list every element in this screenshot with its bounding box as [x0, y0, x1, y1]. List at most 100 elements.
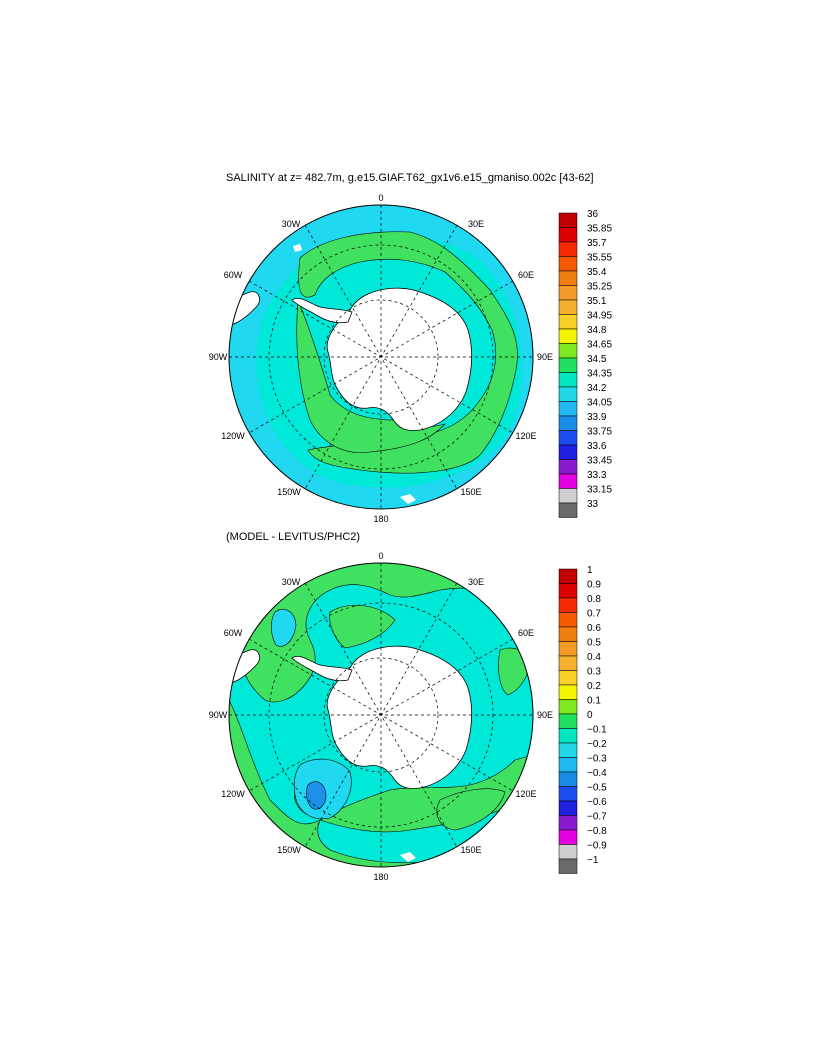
longitude-label: 30W [282, 219, 301, 229]
colorbar-swatch [558, 401, 578, 417]
colorbar-swatch [558, 256, 578, 272]
colorbar-swatch [558, 655, 578, 671]
green-region [436, 788, 506, 831]
colorbar-label: 34.65 [587, 340, 612, 351]
longitude-label: 60W [224, 270, 243, 280]
colorbar-swatch [558, 502, 578, 518]
colorbar-swatch [558, 212, 578, 228]
colorbar-label: 33.9 [587, 412, 607, 423]
colorbar-label: 35.55 [587, 253, 612, 264]
colorbar-label: 35.7 [587, 238, 607, 249]
antarctica-land [326, 287, 472, 431]
colorbar-swatch [558, 314, 578, 330]
colorbar-swatch [558, 372, 578, 388]
colorbar-swatch [558, 583, 578, 599]
longitude-label: 120E [515, 431, 536, 441]
longitude-label: 30W [282, 577, 301, 587]
salinity-difference-map [228, 562, 534, 868]
colorbar-swatch [558, 786, 578, 802]
colorbar-label: −0.5 [587, 783, 607, 794]
colorbar-swatch [558, 858, 578, 874]
colorbar-label: 34.2 [587, 383, 607, 394]
colorbar-swatch [558, 597, 578, 613]
longitude-label: 120W [221, 431, 245, 441]
colorbar-label: 36 [587, 209, 599, 220]
green-region [329, 605, 396, 649]
panel1-title: SALINITY at z= 482.7m, g.e15.GIAF.T62_gx… [226, 172, 594, 184]
graticule [229, 205, 533, 509]
colorbar-swatch [558, 815, 578, 831]
green-region [296, 299, 446, 453]
colorbar-label: −0.1 [587, 725, 607, 736]
longitude-label: 30E [468, 219, 484, 229]
colorbar-swatch [558, 568, 578, 584]
colorbar-swatch [558, 299, 578, 315]
blue-region [306, 781, 327, 810]
colorbar-swatch [558, 844, 578, 860]
colorbar-swatch [558, 285, 578, 301]
green-region [298, 231, 518, 474]
longitude-label: 60E [518, 628, 534, 638]
colorbar-swatch [558, 742, 578, 758]
colorbar-label: 0.3 [587, 667, 601, 678]
colorbar-swatch [558, 444, 578, 460]
colorbar-swatch [558, 343, 578, 359]
colorbar-swatch [558, 227, 578, 243]
longitude-label: 150W [277, 845, 301, 855]
longitude-label: 90E [537, 710, 553, 720]
longitude-label: 150E [460, 845, 481, 855]
colorbar-label: −0.7 [587, 812, 607, 823]
longitude-label: 180 [373, 872, 388, 882]
colorbar-label: −0.9 [587, 841, 607, 852]
colorbar-swatch [558, 612, 578, 628]
map-border [228, 204, 534, 510]
colorbar-label: 0.8 [587, 594, 601, 605]
colorbar-label: −0.3 [587, 754, 607, 765]
colorbar-label: 34.8 [587, 325, 607, 336]
longitude-label: 180 [373, 514, 388, 524]
colorbar-swatch [558, 728, 578, 744]
colorbar-label: −0.6 [587, 797, 607, 808]
longitude-label: 90W [209, 352, 228, 362]
longitude-label: 30E [468, 577, 484, 587]
colorbar-label: 0.7 [587, 609, 601, 620]
antarctica-land [326, 645, 472, 789]
colorbar-label: 34.5 [587, 354, 607, 365]
colorbar-label: 0.4 [587, 652, 601, 663]
colorbar-swatch [558, 670, 578, 686]
colorbar-swatch [558, 459, 578, 475]
colorbar-label: 33.75 [587, 427, 612, 438]
colorbar-label: 0.9 [587, 580, 601, 591]
longitude-label: 90W [209, 710, 228, 720]
antarctic-peninsula [291, 297, 353, 324]
longitude-label: 60W [224, 628, 243, 638]
island [293, 244, 302, 252]
colorbar-swatch [558, 800, 578, 816]
map-border [228, 562, 534, 868]
colorbar-label: −1 [587, 855, 599, 866]
colorbar-swatch [558, 270, 578, 286]
colorbar-swatch [558, 641, 578, 657]
colorbar-swatch [558, 713, 578, 729]
colorbar-swatch [558, 771, 578, 787]
colorbar-swatch [558, 415, 578, 431]
island [400, 494, 416, 504]
colorbar-label: 33.45 [587, 456, 612, 467]
colorbar-label: 34.05 [587, 398, 612, 409]
colorbar-label: −0.2 [587, 739, 607, 750]
longitude-label: 120W [221, 789, 245, 799]
colorbar-label: 35.85 [587, 224, 612, 235]
colorbar-swatch [558, 488, 578, 504]
colorbar-swatch [558, 684, 578, 700]
colorbar-label: 33.3 [587, 470, 607, 481]
colorbar-label: 34.35 [587, 369, 612, 380]
colorbar-label: 34.95 [587, 311, 612, 322]
colorbar-label: −0.8 [587, 826, 607, 837]
light-blue-region [271, 608, 297, 647]
colorbar-swatch [558, 328, 578, 344]
colorbar-label: 35.1 [587, 296, 607, 307]
longitude-label: 60E [518, 270, 534, 280]
antarctic-peninsula [291, 655, 353, 682]
colorbar-label: 0.1 [587, 696, 601, 707]
